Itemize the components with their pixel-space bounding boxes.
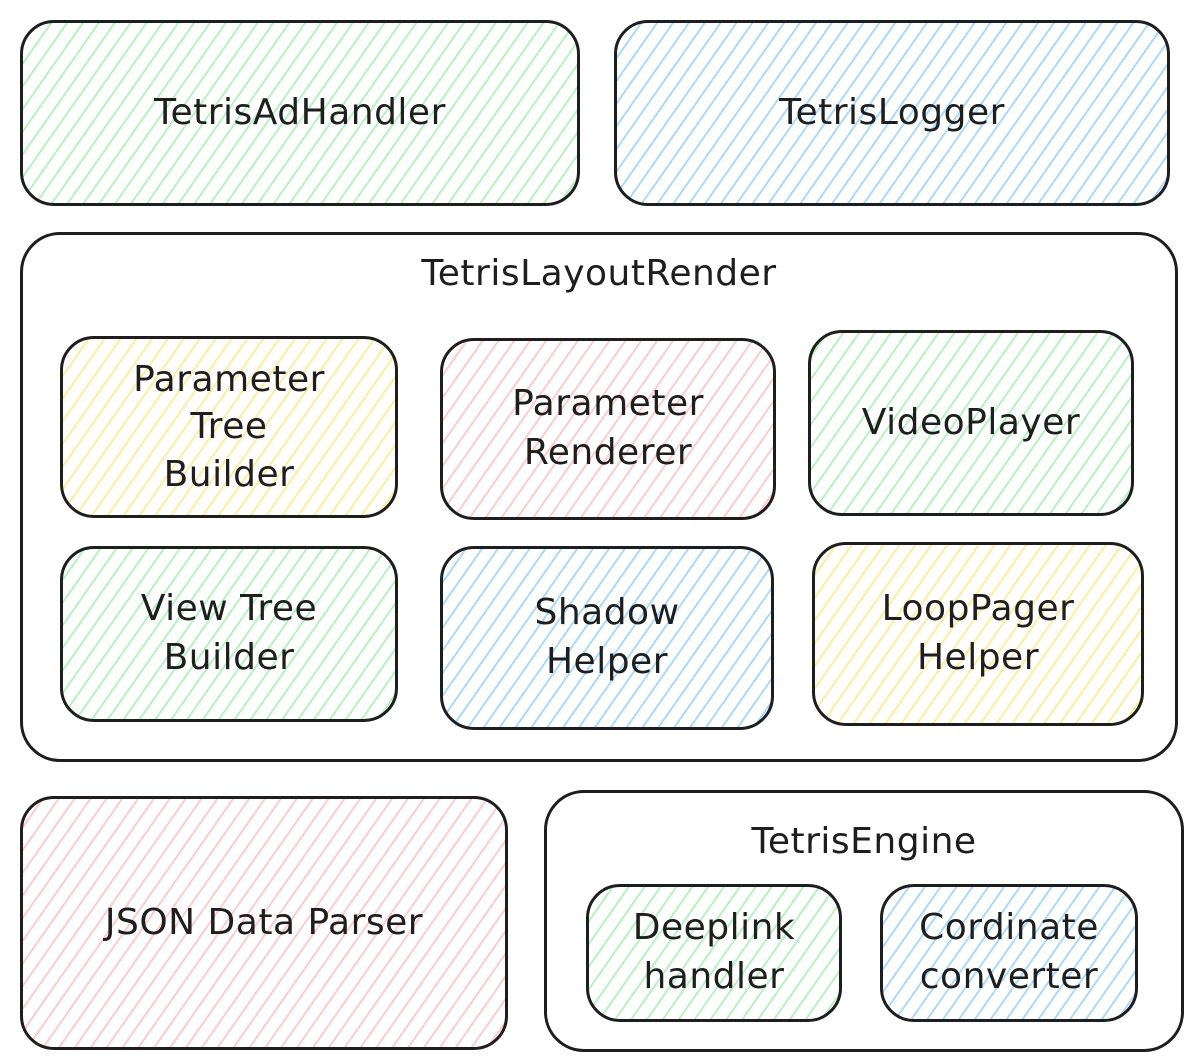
shadow-helper-label: Shadow Helper [534,592,680,682]
parameter-renderer-label: Parameter Renderer [512,383,704,473]
tetris-logger-label: TetrisLogger [779,91,1005,133]
deeplink-handler-label: Deeplink handler [632,907,796,997]
parameter-tree-builder-label: Parameter Tree Builder [133,358,325,495]
parameter-renderer-box: Parameter Renderer [440,338,776,520]
tetris-ad-handler-box: TetrisAdHandler [20,20,580,206]
tetris-layout-render-container: TetrisLayoutRender [20,232,1178,762]
coordinate-converter-label: Cordinate converter [919,907,1099,997]
tetris-engine-title: TetrisEngine [751,821,977,862]
video-player-label: VideoPlayer [861,401,1081,443]
tetris-layout-render-title: TetrisLayoutRender [421,253,777,294]
tetris-logger-box: TetrisLogger [614,20,1170,206]
video-player-box: VideoPlayer [808,330,1134,516]
tetris-ad-handler-label: TetrisAdHandler [154,91,446,133]
shadow-helper-box: Shadow Helper [440,546,774,730]
coordinate-converter-box: Cordinate converter [880,884,1138,1022]
json-data-parser-label: JSON Data Parser [104,901,424,943]
view-tree-builder-box: View Tree Builder [60,546,398,722]
deeplink-handler-box: Deeplink handler [586,884,842,1022]
json-data-parser-box: JSON Data Parser [20,796,508,1050]
tetris-engine-container: TetrisEngine [544,790,1184,1052]
loop-pager-helper-box: LoopPager Helper [812,542,1144,726]
loop-pager-helper-label: LoopPager Helper [881,588,1075,678]
view-tree-builder-label: View Tree Builder [140,588,318,678]
parameter-tree-builder-box: Parameter Tree Builder [60,336,398,518]
